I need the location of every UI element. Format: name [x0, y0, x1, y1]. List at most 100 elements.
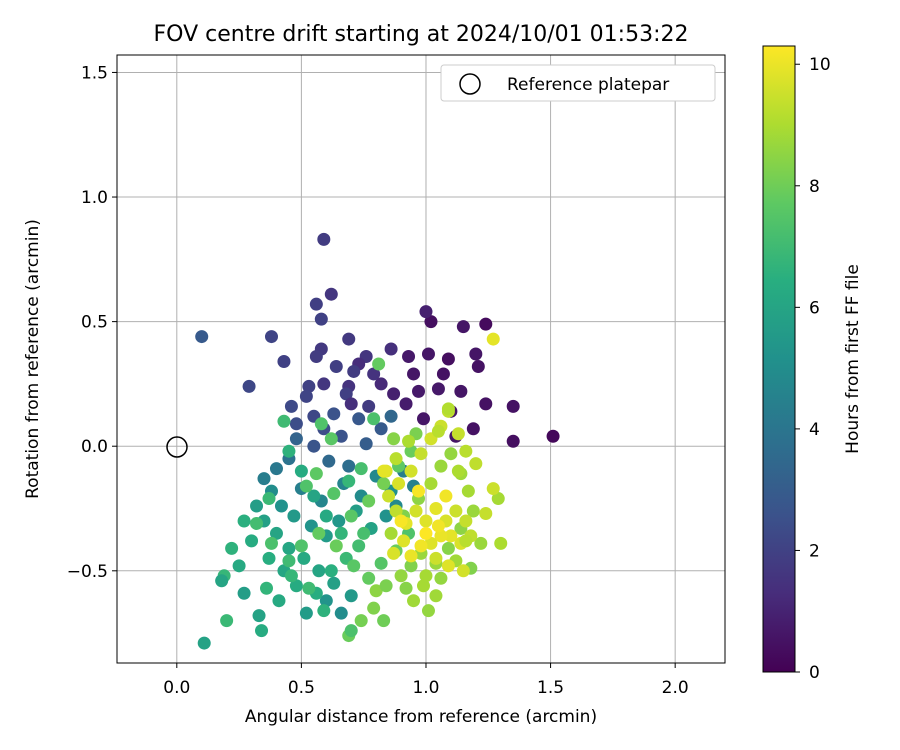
data-point	[327, 487, 341, 501]
data-point	[367, 601, 381, 615]
x-tick-label: 2.0	[662, 678, 689, 698]
colorbar-tick-label: 2	[809, 541, 820, 561]
legend-box	[440, 64, 716, 102]
data-point	[257, 472, 271, 486]
data-point	[441, 559, 455, 573]
data-point	[369, 584, 383, 598]
data-point	[299, 606, 313, 620]
data-point	[414, 539, 428, 553]
x-axis-label: Angular distance from reference (arcmin)	[245, 707, 597, 727]
data-point	[486, 482, 500, 496]
data-point	[471, 359, 485, 373]
data-point	[299, 479, 313, 493]
data-point	[409, 504, 423, 518]
data-point	[399, 397, 413, 411]
data-point	[197, 636, 211, 650]
data-point	[289, 432, 303, 446]
data-point	[402, 350, 416, 364]
data-point	[429, 551, 443, 565]
data-points	[195, 232, 560, 650]
data-point	[312, 526, 326, 540]
legend: Reference platepar	[440, 64, 716, 102]
data-point	[282, 444, 296, 458]
legend-entry-label: Reference platepar	[507, 75, 669, 95]
data-point	[429, 589, 443, 603]
data-point	[362, 571, 376, 585]
data-point	[329, 359, 343, 373]
data-point	[407, 367, 421, 381]
data-point	[466, 504, 480, 518]
y-axis-ticks: −0.5 0.0 0.5 1.0 1.5	[67, 63, 117, 582]
data-point	[474, 536, 488, 550]
data-point	[419, 305, 433, 319]
data-point	[357, 526, 371, 540]
data-point	[384, 526, 398, 540]
data-point	[451, 464, 465, 478]
data-point	[431, 382, 445, 396]
data-point	[421, 347, 435, 361]
data-point	[309, 467, 323, 481]
data-point	[237, 514, 251, 528]
colorbar-label: Hours from first FF file	[843, 264, 863, 454]
data-point	[424, 315, 438, 329]
data-point	[344, 397, 358, 411]
data-point	[319, 594, 333, 608]
data-point	[344, 624, 358, 638]
data-point	[324, 564, 338, 578]
y-tick-label: 0.5	[81, 313, 108, 333]
plot-frame	[116, 54, 726, 664]
data-point	[431, 519, 445, 533]
colorbar-tick-label: 10	[809, 55, 831, 75]
data-point	[334, 526, 348, 540]
data-point	[299, 389, 313, 403]
x-tick-label: 1.0	[412, 678, 439, 698]
data-point	[359, 437, 373, 451]
data-point	[469, 347, 483, 361]
data-point	[404, 549, 418, 563]
data-point	[342, 474, 356, 488]
data-point	[294, 464, 308, 478]
data-point	[344, 589, 358, 603]
data-point	[387, 432, 401, 446]
x-tick-label: 1.5	[537, 678, 564, 698]
data-point	[225, 541, 239, 555]
data-point	[459, 514, 473, 528]
data-point	[424, 536, 438, 550]
data-point	[312, 564, 326, 578]
data-point	[379, 509, 393, 523]
data-point	[459, 444, 473, 458]
colorbar-tick-label: 8	[809, 177, 820, 197]
y-axis-label: Rotation from reference (arcmin)	[23, 219, 43, 499]
data-point	[506, 434, 520, 448]
data-point	[287, 509, 301, 523]
data-point	[374, 422, 388, 436]
data-point	[459, 534, 473, 548]
data-point	[334, 429, 348, 443]
y-tick-label: 1.5	[81, 63, 108, 83]
data-point	[394, 569, 408, 583]
data-point	[269, 462, 283, 476]
data-point	[444, 529, 458, 543]
data-point	[377, 614, 391, 628]
data-point	[429, 502, 443, 516]
data-point	[397, 534, 411, 548]
data-point	[274, 499, 288, 513]
data-point	[414, 447, 428, 461]
data-point	[431, 424, 445, 438]
data-point	[436, 367, 450, 381]
data-point	[546, 429, 560, 443]
data-point	[282, 541, 296, 555]
data-point	[441, 352, 455, 366]
data-point	[314, 417, 328, 431]
data-point	[317, 377, 331, 391]
data-point	[439, 489, 453, 503]
data-point	[434, 571, 448, 585]
chart-title: FOV centre drift starting at 2024/10/01 …	[154, 22, 689, 47]
data-point	[255, 624, 269, 638]
data-point	[354, 614, 368, 628]
data-point	[309, 350, 323, 364]
data-point	[367, 367, 381, 381]
data-point	[252, 609, 266, 623]
data-point	[344, 509, 358, 523]
data-point	[250, 499, 264, 513]
